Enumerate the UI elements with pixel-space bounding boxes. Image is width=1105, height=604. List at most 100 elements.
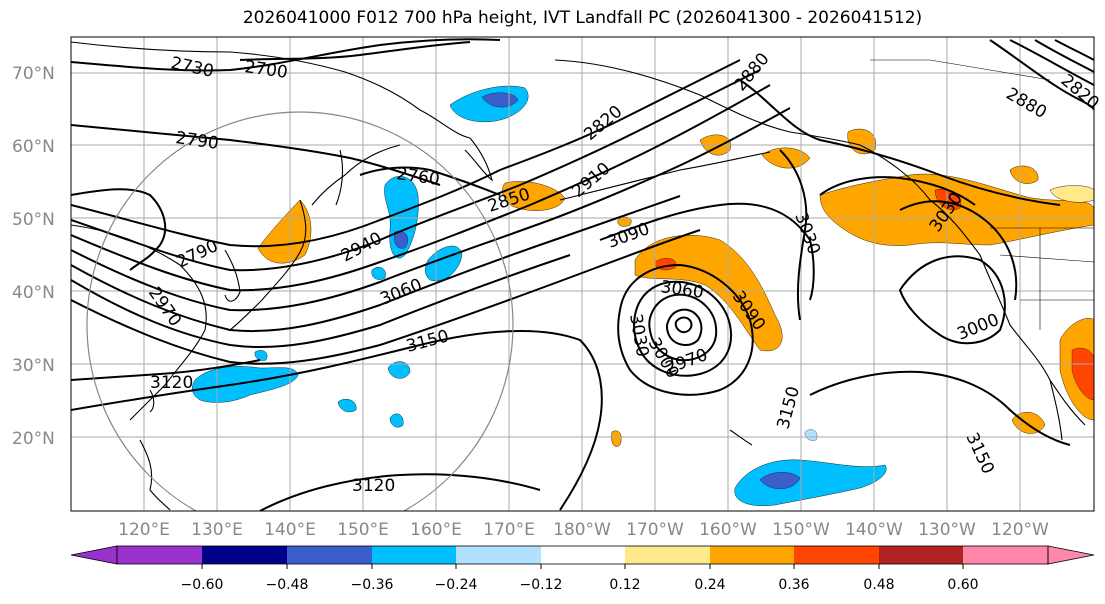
colorbar-tick-label: 0.48	[863, 577, 894, 593]
lon-label: 130°W	[918, 520, 976, 540]
colorbar-tick-label: −0.36	[351, 577, 394, 593]
colorbar-tick-label: 0.12	[609, 577, 640, 593]
shade-wpac-nc-2	[337, 399, 357, 413]
shade-small-pc-1	[617, 216, 632, 227]
contour-jet-4	[71, 107, 791, 312]
lon-label: 120°E	[118, 520, 170, 540]
contour-2730	[71, 38, 501, 72]
contour-3090	[599, 202, 815, 301]
shade-kuril-nc-core	[394, 230, 408, 249]
colorbar-tick-label: −0.48	[266, 577, 309, 593]
contour-3150	[71, 329, 603, 511]
colorbar-min-extend	[70, 545, 118, 565]
coast-asia-north	[71, 41, 471, 139]
longitude-labels: 120°E 130°E 140°E 150°E 160°E 170°E 180°…	[118, 520, 1049, 540]
shade-wpac-nc-3	[389, 413, 404, 428]
contour-jet-3	[71, 84, 771, 292]
coast-japan	[229, 199, 307, 331]
colorbar-bin	[202, 546, 287, 564]
contour-2940	[71, 254, 571, 349]
map-frame	[70, 36, 1095, 512]
contour-3120-bottom	[259, 473, 541, 511]
shade-ryukyu-nc	[192, 366, 299, 403]
lon-label: 140°E	[264, 520, 316, 540]
colorbar-tick-label: −0.24	[435, 577, 478, 593]
latitude-labels: 70°N 60°N 50°N 40°N 30°N 20°N	[12, 64, 55, 449]
coast-hawaii	[729, 429, 753, 446]
colorbar-ticks	[201, 564, 964, 569]
contour-3030-east	[779, 149, 808, 321]
lon-label: 140°W	[845, 520, 903, 540]
colorbar-bin	[117, 546, 202, 564]
contour-3000	[898, 255, 1006, 345]
coast-philippines	[139, 439, 171, 511]
contour-label: 3120	[150, 373, 193, 393]
shade-japan-pc	[257, 199, 312, 264]
contour-label: 3120	[352, 476, 395, 496]
contour-low-mid-2	[648, 293, 718, 362]
lat-label-20n: 20°N	[12, 429, 55, 449]
contour-3150-ne	[809, 370, 1071, 446]
shade-hawaii-pc-small	[611, 430, 622, 447]
colorbar-max-extend	[1047, 545, 1095, 565]
colorbar-tick-label: −0.12	[520, 577, 563, 593]
range-circle	[86, 111, 514, 511]
contour-ridge	[739, 79, 1061, 206]
colorbar-tick-label: 0.36	[778, 577, 809, 593]
colorbar-bin	[710, 546, 794, 564]
colorbar-bin	[372, 546, 456, 564]
lon-label: 180°W	[553, 520, 611, 540]
contour-3030-right	[899, 200, 1018, 301]
lon-label: 150°E	[337, 520, 389, 540]
height-contours	[71, 38, 1094, 511]
lat-label-30n: 30°N	[12, 356, 55, 376]
coast-baja	[1049, 379, 1063, 441]
shade-bc-north-pc	[1009, 165, 1039, 184]
contour-low-mid-1	[633, 280, 733, 377]
contour-low-outer	[617, 263, 754, 396]
colorbar-bin	[879, 546, 963, 564]
contour-jet-5	[71, 195, 681, 333]
shade-california-pc-core	[1071, 347, 1094, 401]
shade-nwpac-nc-small	[371, 267, 386, 280]
colorbar-bin	[963, 546, 1048, 564]
colorbar-bin	[794, 546, 879, 564]
colorbar: −0.60 −0.48 −0.36 −0.24 −0.12 0.12 0.24 …	[70, 545, 1095, 593]
contour-3120-left	[71, 359, 261, 381]
shade-light-yellow-1	[1049, 185, 1094, 203]
contour-low-core	[674, 316, 693, 334]
contour-nw-2820	[1034, 39, 1094, 73]
lon-label: 160°E	[410, 520, 462, 540]
coast-aleutians	[559, 151, 771, 201]
coast-taiwan	[149, 389, 155, 413]
colorbar-bin	[625, 546, 710, 564]
shade-wpac-nc-1	[387, 361, 411, 379]
coast-kamchatka	[464, 137, 493, 182]
graticule	[71, 37, 1094, 511]
coast-alaska	[554, 59, 931, 201]
shade-hawaii-nc-core	[759, 472, 801, 489]
colorbar-tick-label: 0.24	[694, 577, 725, 593]
contour-2760	[359, 166, 501, 196]
lon-label: 160°W	[699, 520, 757, 540]
lat-label-50n: 50°N	[12, 210, 55, 230]
colorbar-bin	[287, 546, 372, 564]
colorbar-tick-label: 0.60	[947, 577, 978, 593]
lat-label-40n: 40°N	[12, 283, 55, 303]
shade-kamchatka-pc	[502, 181, 566, 211]
colorbar-frame	[116, 545, 1049, 565]
shade-hawaii-nc	[734, 459, 887, 506]
colorbar-tick-label: −0.60	[181, 577, 224, 593]
contour-2790-lower	[71, 188, 167, 271]
contour-2970-ne	[819, 176, 976, 206]
contour-jet-1	[71, 59, 741, 248]
lon-label: 120°W	[991, 520, 1049, 540]
coast-nw-america	[929, 199, 1086, 426]
shade-kuril-nc	[384, 176, 419, 259]
contour-nw-3000	[989, 39, 1094, 111]
contour-jet-2	[71, 69, 761, 272]
shade-wpac-nc-4	[254, 350, 268, 361]
contour-2700	[239, 41, 471, 61]
contour-nw-2790	[1054, 39, 1094, 61]
